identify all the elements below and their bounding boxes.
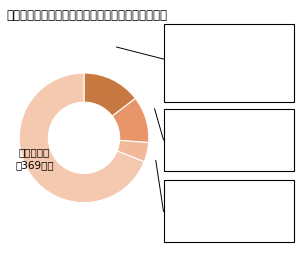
Text: （26人）: （26人） <box>213 222 245 232</box>
Text: 部品が破損した: 部品が破損した <box>207 197 250 207</box>
Wedge shape <box>84 73 135 116</box>
Wedge shape <box>117 140 148 162</box>
Text: 車体が傷付いた: 車体が傷付いた <box>207 125 250 135</box>
Text: 接触した: 接触した <box>216 66 241 76</box>
Text: （62人）: （62人） <box>213 150 245 160</box>
Text: 損害はない: 損害はない <box>19 147 50 157</box>
Wedge shape <box>112 98 149 143</box>
Wedge shape <box>19 73 144 203</box>
Text: （369人）: （369人） <box>15 161 54 171</box>
Text: （78人）: （78人） <box>213 87 245 97</box>
Text: 想定外の出来事の結果、生じた損害は（複数回答）: 想定外の出来事の結果、生じた損害は（複数回答） <box>6 9 167 22</box>
Text: 他車や構造物等に: 他車や構造物等に <box>204 44 254 54</box>
